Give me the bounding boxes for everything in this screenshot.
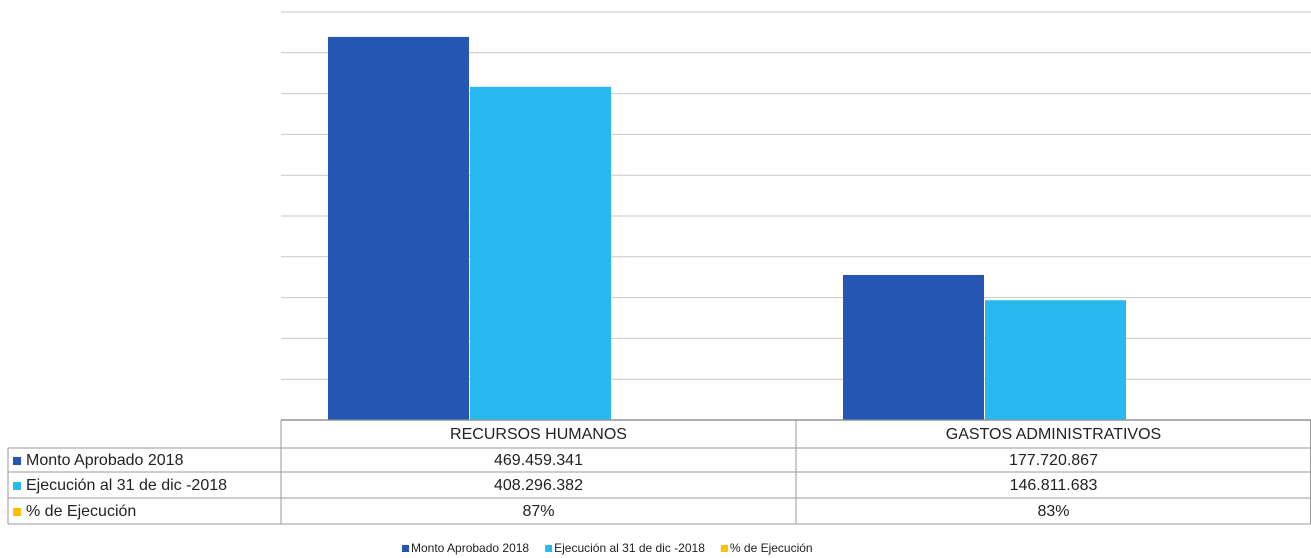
table-value: 177.720.867 [1009,452,1098,469]
legend-key [402,545,409,552]
category-label: RECURSOS HUMANOS [450,426,627,443]
bar [470,86,611,421]
bar [843,274,984,420]
legend-label: Ejecución al 31 de dic -2018 [554,541,705,555]
legend-label: Monto Aprobado 2018 [411,541,529,555]
table-value: 408.296.382 [494,477,583,494]
series-name: Monto Aprobado 2018 [26,452,184,469]
legend-label: % de Ejecución [730,541,813,555]
bar [985,300,1126,420]
table-value: 87% [522,503,554,520]
legend-key [13,482,21,490]
table-value: 146.811.683 [1010,477,1098,494]
bar [328,36,469,421]
category-label: GASTOS ADMINISTRATIVOS [946,426,1161,443]
legend-key [720,545,728,552]
legend-key [13,457,21,465]
table-value: 469.459.341 [494,452,583,469]
table-value: 83% [1037,503,1069,520]
legend-key [13,508,21,516]
legend-key [545,545,553,552]
series-name: % de Ejecución [26,503,136,520]
series-name: Ejecución al 31 de dic -2018 [26,477,227,494]
